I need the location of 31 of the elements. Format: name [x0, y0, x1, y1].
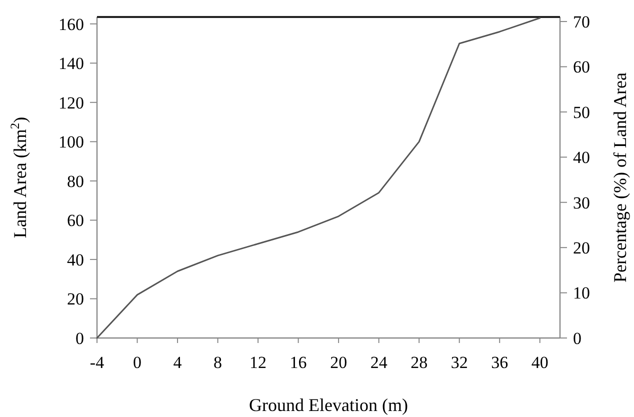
x-tick-label: 36 [491, 353, 508, 372]
x-axis-title: Ground Elevation (m) [249, 395, 408, 415]
y2-tick-label: 50 [573, 102, 590, 122]
x-tick-label: 24 [370, 353, 388, 372]
y-tick-label: 0 [76, 328, 84, 348]
x-tick-label: 32 [450, 353, 468, 372]
y2-tick-label: 20 [573, 238, 590, 258]
y2-tick-label: 0 [573, 328, 582, 348]
y2-tick-label: 40 [573, 148, 590, 168]
y-tick-label: 20 [67, 290, 84, 309]
x-tick-label: 40 [531, 353, 548, 372]
x-tick-label: 16 [290, 353, 307, 372]
x-tick-label: 0 [133, 353, 142, 372]
y-tick-label: 80 [67, 172, 84, 191]
x-tick-label: 12 [250, 353, 267, 372]
y-tick-label: 140 [58, 54, 84, 74]
y2-tick-label: 30 [573, 193, 590, 212]
x-tick-label: 8 [214, 353, 222, 372]
y-tick-label: 100 [58, 132, 84, 152]
y-tick-label: 160 [58, 14, 84, 34]
x-tick-label: 4 [173, 353, 182, 372]
y2-tick-label: 60 [573, 58, 590, 77]
y2-tick-label: 70 [573, 12, 590, 32]
x-tick-label: 28 [410, 353, 428, 372]
y-tick-label: 40 [67, 250, 84, 270]
y2-tick-label: 10 [573, 284, 590, 303]
y-tick-label: 60 [67, 211, 84, 230]
y-tick-label: 120 [58, 93, 84, 112]
x-tick-label: 20 [330, 353, 348, 372]
x-tick-label: -4 [90, 353, 105, 372]
y2-axis-title: Percentage (%) of Land Area [610, 72, 630, 282]
